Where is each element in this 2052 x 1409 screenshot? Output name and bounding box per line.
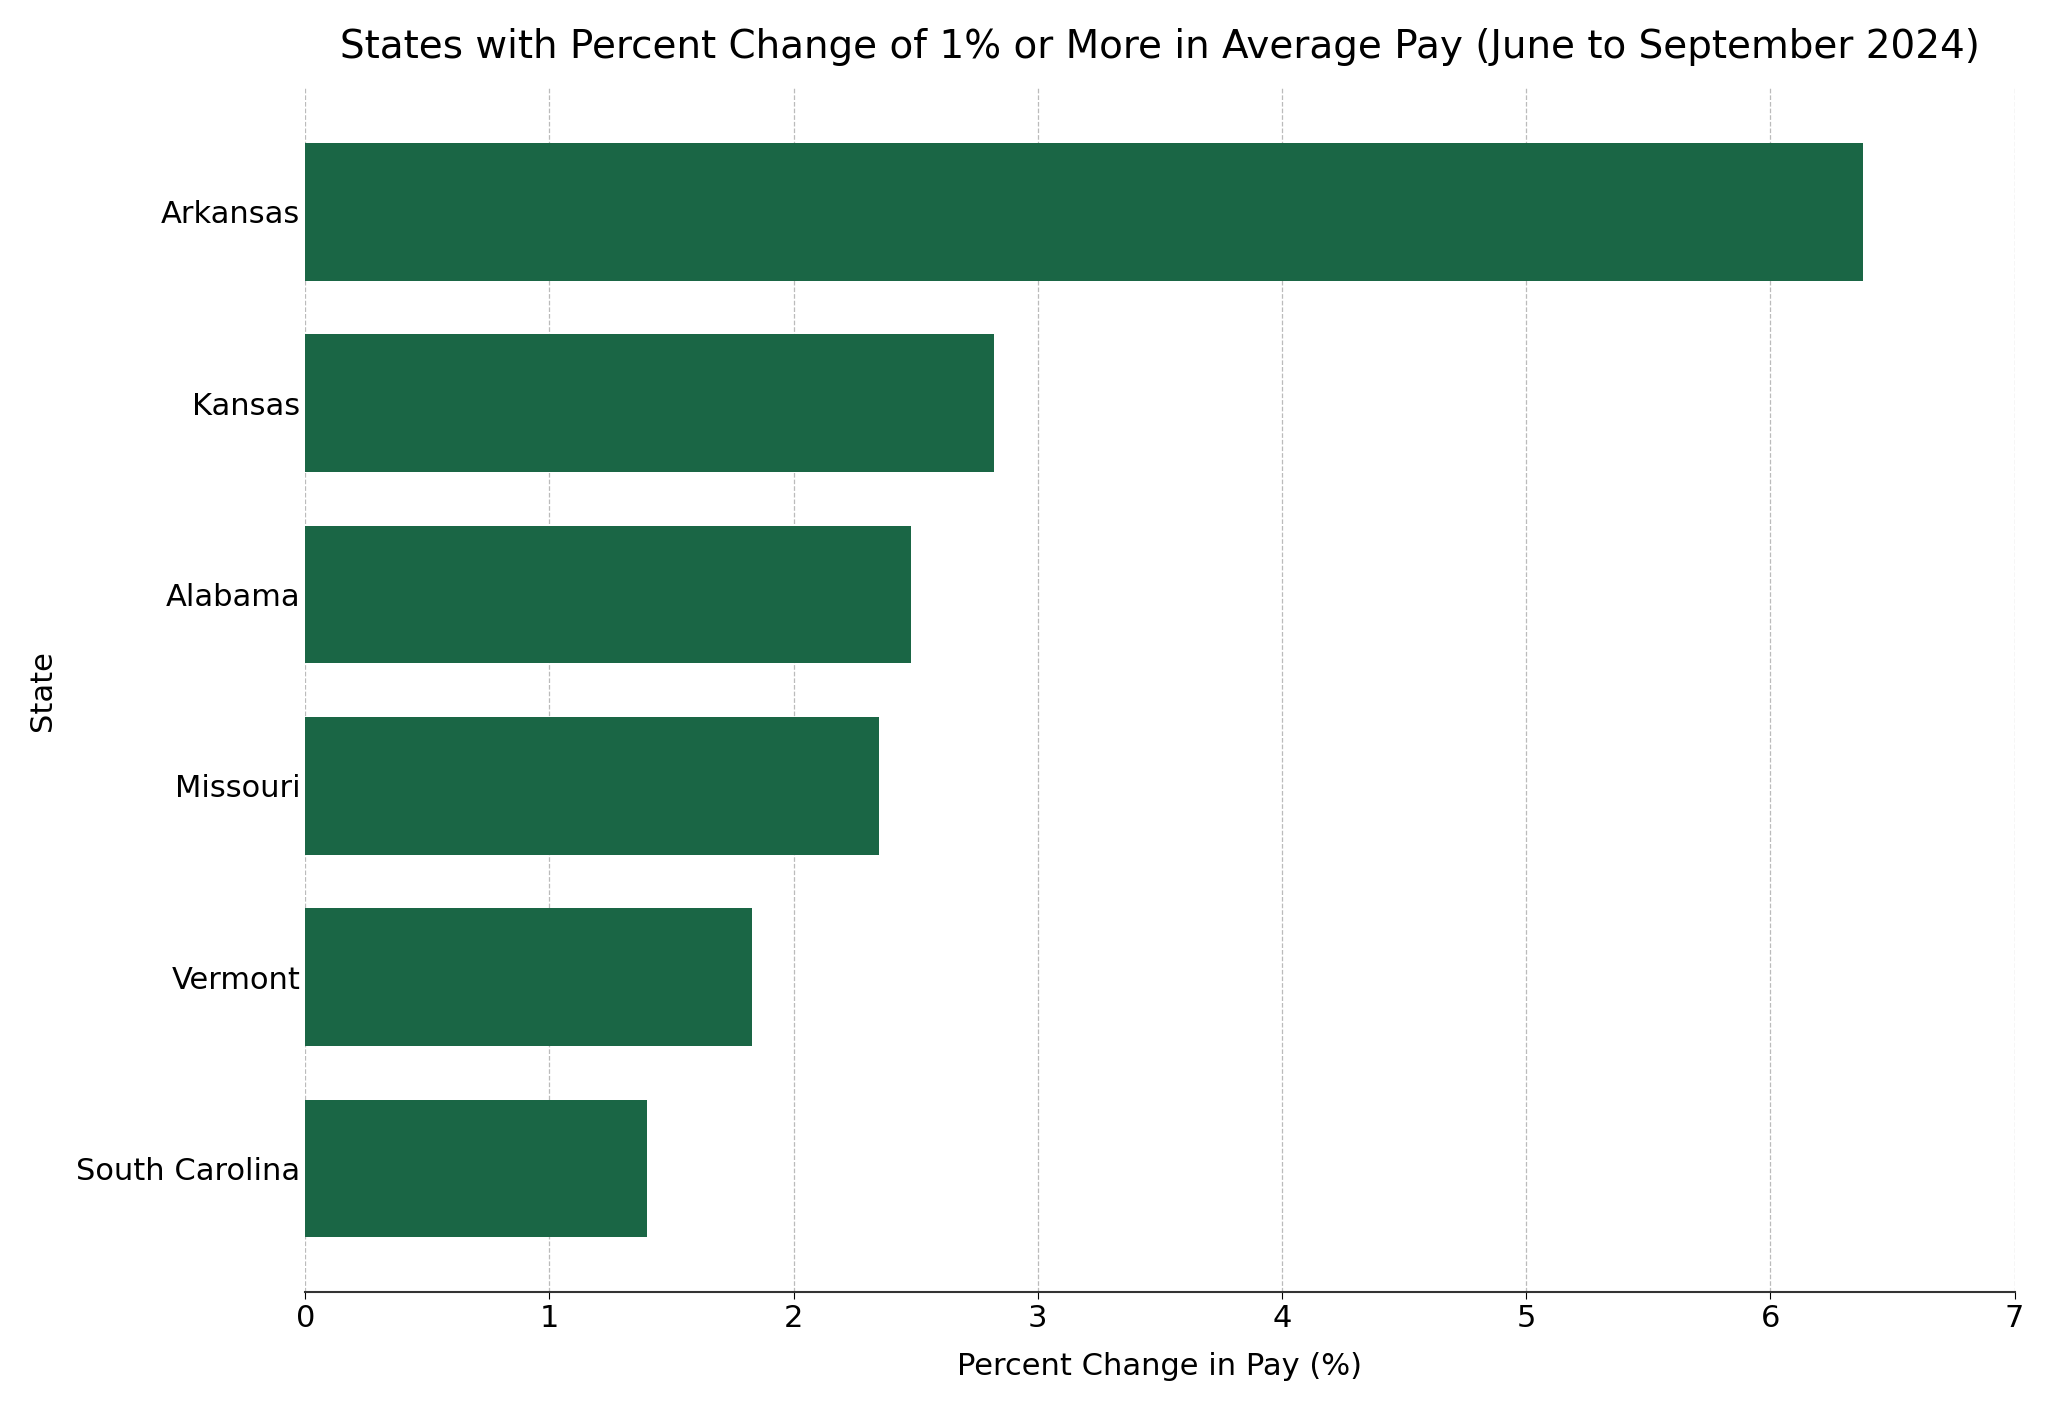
- X-axis label: Percent Change in Pay (%): Percent Change in Pay (%): [958, 1353, 1363, 1381]
- Bar: [306, 144, 1863, 280]
- Bar: [306, 717, 878, 855]
- Bar: [306, 909, 753, 1045]
- Bar: [306, 334, 993, 472]
- Title: States with Percent Change of 1% or More in Average Pay (June to September 2024): States with Percent Change of 1% or More…: [341, 28, 1980, 66]
- Bar: [306, 526, 911, 664]
- Bar: [306, 1099, 646, 1237]
- Y-axis label: State: State: [29, 650, 57, 731]
